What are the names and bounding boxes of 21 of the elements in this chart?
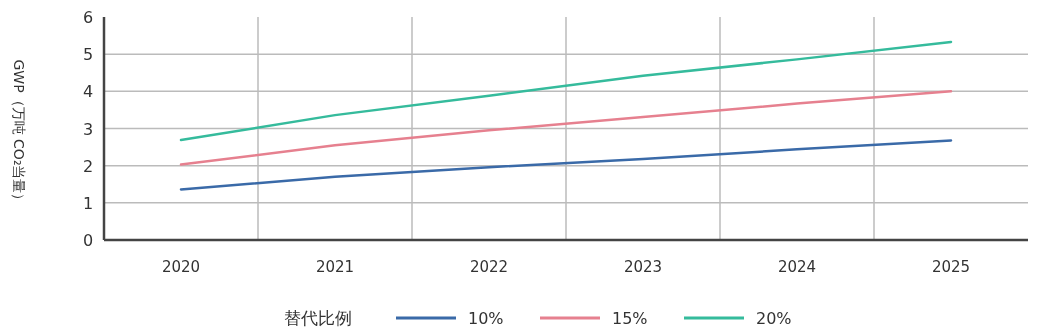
line-series <box>179 90 953 166</box>
y-tick-label: 0 <box>82 231 94 250</box>
line-series <box>179 40 953 142</box>
legend-label: 20% <box>756 309 792 328</box>
x-tick-label: 2021 <box>315 258 355 276</box>
y-tick-label: 4 <box>82 82 94 102</box>
y-tick-label: 3 <box>82 119 94 139</box>
y-tick-label: 2 <box>82 156 94 176</box>
x-tick-label: 2020 <box>161 258 201 276</box>
x-tick-label: 2023 <box>623 258 663 276</box>
legend-label: 10% <box>468 309 504 328</box>
x-tick-label: 2025 <box>931 258 971 276</box>
line-series <box>179 139 953 191</box>
y-tick-label: 5 <box>82 45 94 65</box>
legend-label: 15% <box>612 309 648 328</box>
x-tick-label: 2022 <box>469 258 509 276</box>
x-tick-label: 2024 <box>777 258 817 276</box>
legend-title: 替代比例 <box>284 308 352 328</box>
y-tick-label: 6 <box>82 8 94 27</box>
y-tick-label: 1 <box>82 193 94 213</box>
y-axis-title: GWP（万吨 CO₂当量） <box>11 59 27 208</box>
